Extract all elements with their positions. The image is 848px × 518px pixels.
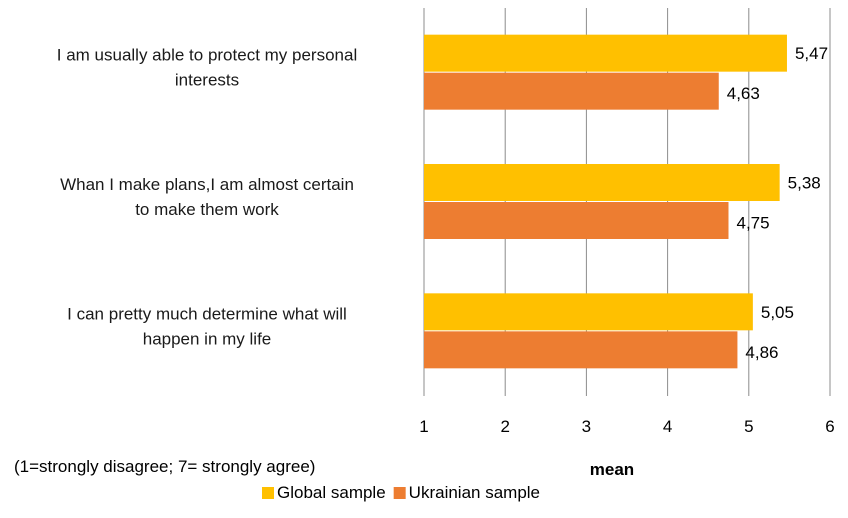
- data-label-global-3: 5,05: [761, 303, 794, 322]
- data-label-ukrainian-3: 4,86: [745, 343, 778, 362]
- legend-label-global: Global sample: [277, 483, 386, 502]
- bar-ukrainian-2: [424, 202, 729, 239]
- category-label-1-line-2: interests: [175, 71, 239, 90]
- x-tick-label-2: 2: [500, 417, 509, 436]
- category-label-3-line-2: happen in my life: [143, 329, 272, 348]
- x-tick-label-1: 1: [419, 417, 428, 436]
- category-label-3-line-1: I can pretty much determine what will: [67, 304, 347, 323]
- data-label-global-1: 5,47: [795, 44, 828, 63]
- category-label-1-line-1: I am usually able to protect my personal: [57, 46, 357, 65]
- x-tick-label-3: 3: [582, 417, 591, 436]
- x-tick-labels: 1 2 3 4 5 6: [419, 417, 834, 436]
- category-label-2-line-2: to make them work: [135, 200, 279, 219]
- data-labels: 5,47 4,63 5,38 4,75 5,05 4,86: [727, 44, 828, 362]
- category-label-2-line-1: Whan I make plans,I am almost certain: [60, 175, 354, 194]
- legend-label-ukrainian: Ukrainian sample: [409, 483, 540, 502]
- bars: [424, 34, 787, 369]
- bar-global-2: [424, 164, 780, 201]
- x-tick-label-5: 5: [744, 417, 753, 436]
- x-tick-label-6: 6: [825, 417, 834, 436]
- data-label-global-2: 5,38: [788, 174, 821, 193]
- data-label-ukrainian-2: 4,75: [737, 214, 770, 233]
- bar-ukrainian-1: [424, 72, 719, 110]
- category-labels: I am usually able to protect my personal…: [57, 46, 357, 349]
- bar-ukrainian-3: [424, 331, 738, 369]
- legend-swatch-global: [262, 487, 274, 499]
- scale-note: (1=strongly disagree; 7= strongly agree): [14, 457, 315, 476]
- legend: Global sample Ukrainian sample: [262, 483, 540, 502]
- data-label-ukrainian-1: 4,63: [727, 84, 760, 103]
- legend-swatch-ukrainian: [393, 487, 406, 499]
- x-axis-title: mean: [590, 460, 634, 479]
- x-tick-label-4: 4: [663, 417, 672, 436]
- bar-global-3: [424, 293, 753, 331]
- bar-global-1: [424, 34, 787, 72]
